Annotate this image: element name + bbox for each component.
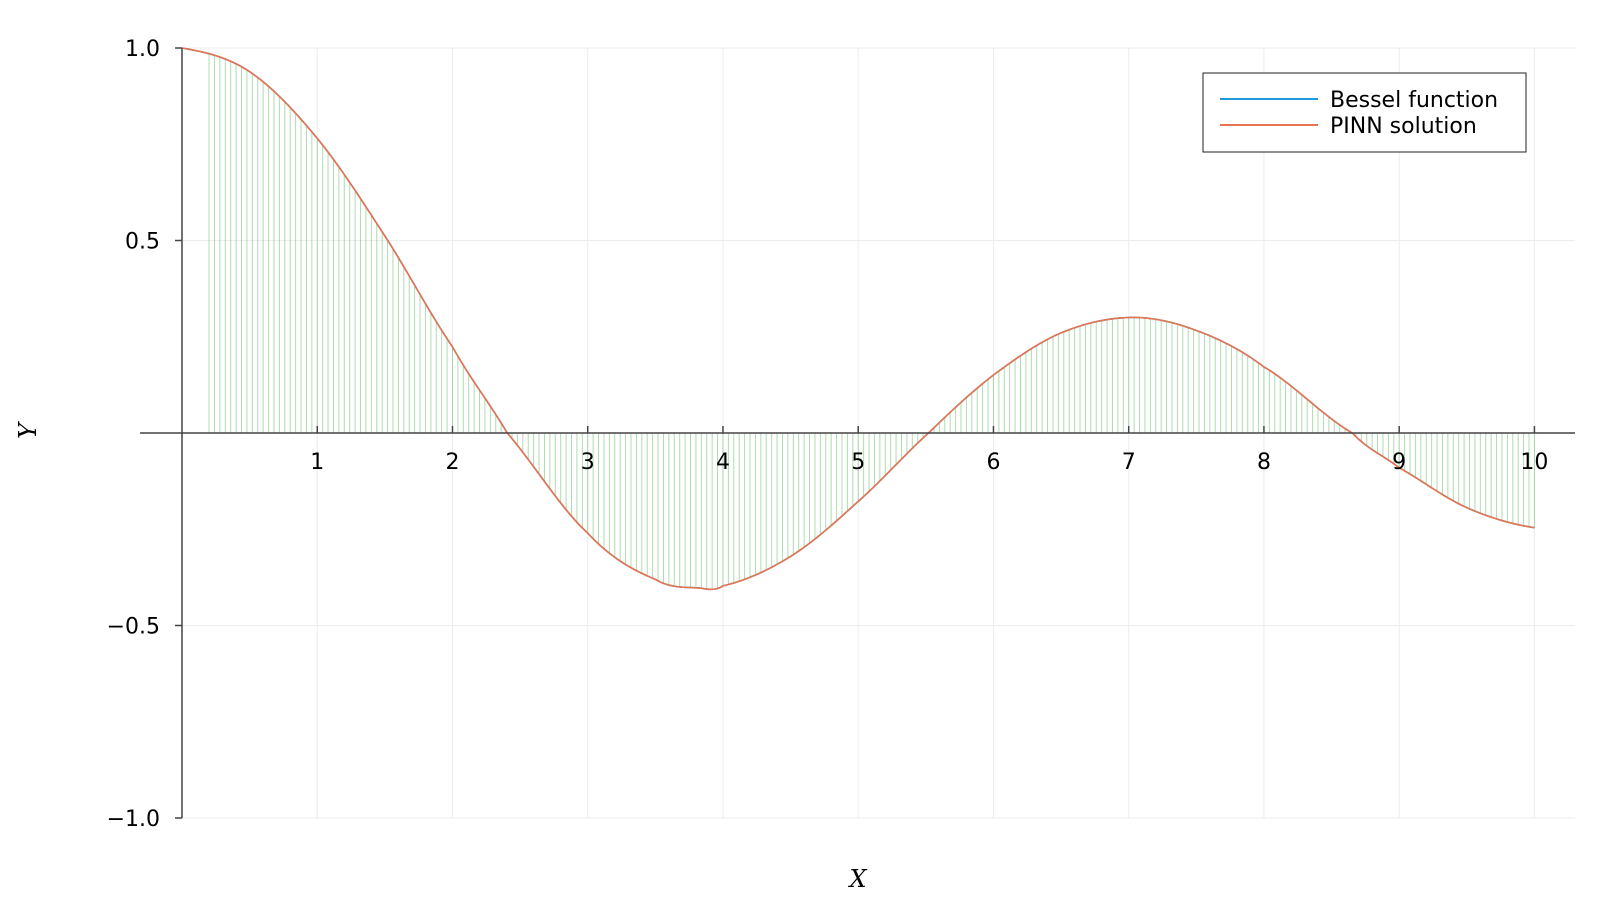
series-lines	[181, 47, 1535, 591]
x-axis-title: X	[847, 865, 867, 893]
y-tick-label: −0.5	[107, 615, 160, 640]
legend: Bessel function PINN solution	[1202, 72, 1527, 153]
x-tick-label: 5	[851, 450, 865, 475]
series-line-pinn	[181, 47, 1535, 591]
sample-sticks	[208, 53, 1535, 590]
legend-label-bessel: Bessel function	[1330, 88, 1498, 113]
y-tick-label: −1.0	[107, 807, 160, 832]
x-tick-label: 3	[581, 450, 595, 475]
x-tick-label: 1	[310, 450, 324, 475]
y-tick-label: 0.5	[125, 230, 160, 255]
legend-box	[1202, 72, 1527, 153]
x-tick-label: 6	[986, 450, 1000, 475]
x-tick-label: 4	[716, 450, 730, 475]
x-tick-label: 10	[1520, 450, 1548, 475]
x-tick-label: 8	[1257, 450, 1271, 475]
y-axis-title: Y	[14, 421, 42, 439]
legend-label-pinn: PINN solution	[1330, 114, 1477, 139]
x-tick-label: 7	[1122, 450, 1136, 475]
x-tick-label: 2	[445, 450, 459, 475]
y-tick-label: 1.0	[125, 37, 160, 62]
ticks: 1 2 3 4 5 6 7 8 9 10 1.0 0.5 −0.5 −1.0	[107, 37, 1549, 832]
x-tick-label: 9	[1392, 450, 1406, 475]
